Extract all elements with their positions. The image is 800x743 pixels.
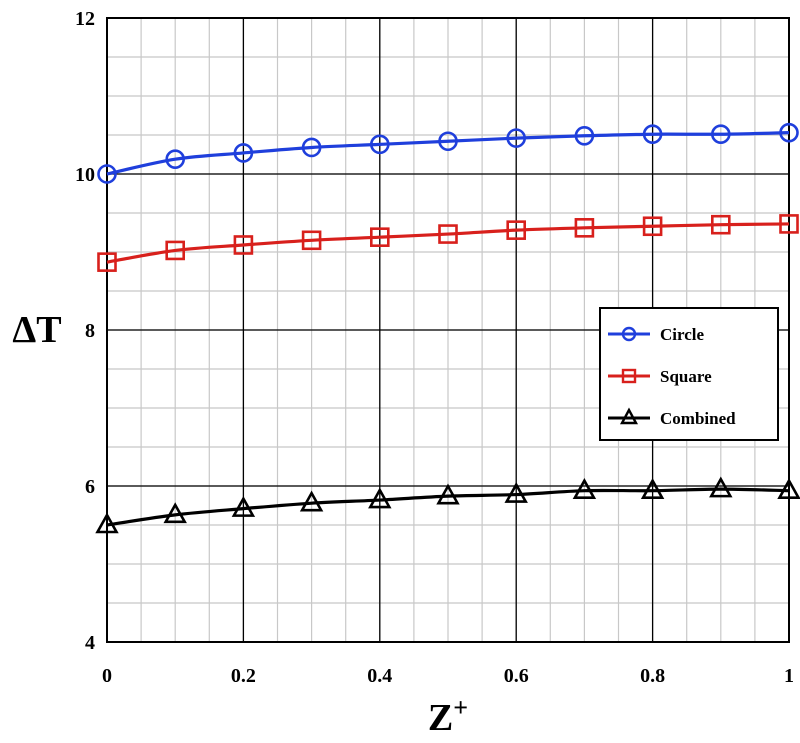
y-tick-label: 8	[85, 320, 95, 342]
x-axis-title: Z+	[428, 693, 468, 739]
circle-marker	[710, 124, 731, 145]
y-tick-label: 10	[75, 164, 95, 186]
triangle-marker	[299, 490, 324, 512]
y-axis-ticks: 4 6 8 10 12	[75, 8, 95, 654]
x-tick-label: 1	[784, 665, 794, 687]
y-axis-title: ΔT	[12, 309, 61, 351]
circle-marker	[438, 131, 458, 152]
x-tick-label: 0.6	[504, 665, 529, 687]
legend-triangle-marker	[619, 407, 639, 425]
circle-marker	[574, 125, 595, 146]
square-marker	[165, 240, 185, 261]
square-marker	[574, 218, 595, 238]
triangle-marker	[95, 512, 119, 534]
series-line-circle	[106, 131, 790, 176]
circle-marker	[779, 122, 799, 143]
square-marker	[779, 214, 799, 234]
square-marker	[233, 235, 254, 255]
legend-circle-marker	[621, 326, 637, 342]
x-axis-ticks: 0 0.2 0.4 0.6 0.8 1	[102, 665, 794, 687]
square-marker	[301, 230, 322, 251]
circle-marker	[369, 134, 390, 155]
triangle-marker	[572, 478, 597, 499]
legend-item-square: Square	[608, 367, 712, 386]
y-tick-label: 6	[85, 476, 95, 498]
square-marker	[710, 214, 731, 235]
square-marker	[438, 224, 458, 244]
circle-marker	[97, 164, 117, 184]
triangle-marker	[368, 487, 392, 509]
legend: Circle Square Combined	[599, 307, 779, 441]
triangle-marker	[436, 483, 460, 505]
circle-marker	[506, 128, 527, 148]
circle-marker	[301, 137, 322, 158]
series-line-square	[106, 222, 790, 264]
x-tick-label: 0.4	[367, 665, 392, 687]
x-axis-title-superscript: +	[453, 693, 468, 722]
series-square	[97, 214, 799, 272]
y-tick-label: 12	[75, 8, 95, 30]
square-marker	[97, 252, 117, 272]
triangle-marker	[163, 502, 187, 524]
x-tick-label: 0	[102, 665, 112, 687]
triangle-marker	[709, 476, 733, 498]
triangle-marker	[231, 495, 256, 517]
legend-label: Square	[660, 367, 712, 386]
legend-label: Circle	[660, 325, 705, 344]
legend-label: Combined	[660, 409, 736, 428]
triangle-marker	[640, 478, 665, 499]
square-marker	[506, 220, 527, 240]
series-combined	[95, 476, 800, 534]
plot-area-frame	[106, 17, 790, 643]
circle-marker	[165, 149, 185, 169]
square-marker	[642, 216, 663, 237]
series-layer	[95, 122, 800, 534]
y-tick-label: 4	[85, 632, 95, 654]
series-circle	[97, 122, 799, 184]
x-tick-label: 0.2	[231, 665, 256, 687]
triangle-marker	[777, 478, 800, 499]
circle-marker	[233, 143, 254, 163]
triangle-marker	[504, 481, 528, 503]
legend-item-combined: Combined	[608, 407, 736, 428]
x-tick-label: 0.8	[640, 665, 665, 687]
legend-item-circle: Circle	[608, 325, 705, 344]
series-line-combined	[106, 487, 790, 527]
x-axis-title-main: Z	[428, 697, 453, 739]
legend-square-marker	[621, 368, 637, 384]
circle-marker	[642, 124, 663, 145]
square-marker	[369, 227, 390, 247]
